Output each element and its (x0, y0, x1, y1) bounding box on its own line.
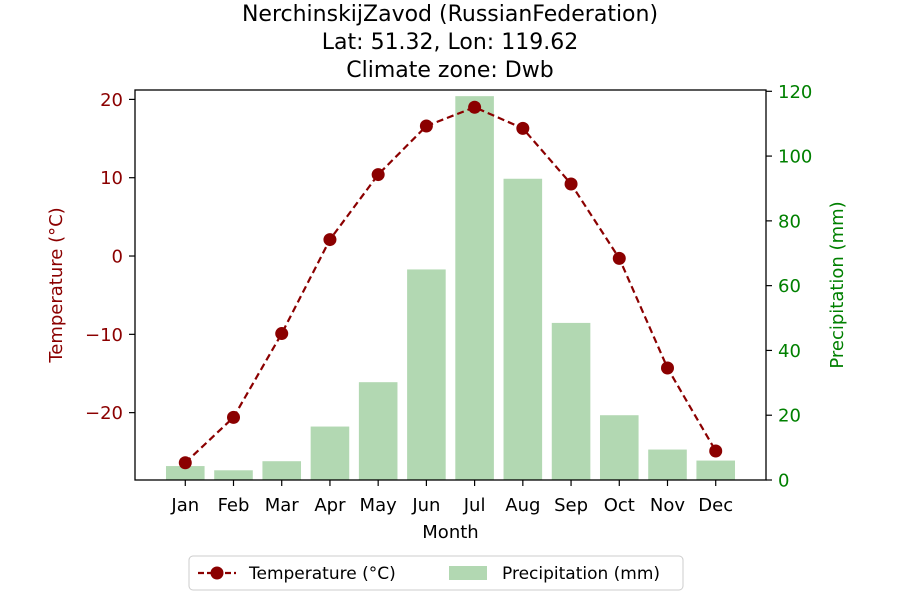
x-tick-label-nov: Nov (650, 495, 685, 516)
precipitation-tick-label: 20 (778, 406, 801, 427)
temperature-point-may (371, 168, 385, 182)
temperature-point-jun (419, 119, 433, 133)
temperature-line (178, 100, 723, 470)
precipitation-tick-label: 120 (778, 82, 812, 103)
precipitation-tick-label: 0 (778, 471, 789, 492)
temperature-point-sep (564, 177, 578, 191)
precipitation-bar-apr (310, 426, 350, 480)
title-line-2: Lat: 51.32, Lon: 119.62 (322, 30, 578, 55)
x-tick-label-aug: Aug (505, 495, 540, 516)
precipitation-axis: 0 20 40 60 80 100 120 (766, 82, 812, 492)
precipitation-tick-label: 100 (778, 147, 812, 168)
temperature-point-jan (178, 456, 192, 470)
temperature-point-apr (323, 233, 337, 247)
temperature-point-feb (227, 410, 240, 424)
temperature-axis-label: Temperature (°C) (46, 207, 67, 363)
temperature-point-nov (661, 361, 674, 375)
plot-frame (134, 89, 767, 481)
precipitation-bar-jan (165, 466, 205, 480)
x-tick-label-sep: Sep (554, 495, 588, 516)
x-axis-label: Month (422, 522, 478, 543)
temperature-tick-label: 10 (100, 168, 123, 189)
x-tick-label-may: May (360, 495, 398, 516)
precipitation-bar-jul (455, 96, 494, 481)
precipitation-bar-feb (214, 470, 253, 480)
x-tick-label-jul: Jul (463, 495, 486, 516)
precipitation-tick-label: 80 (778, 211, 801, 232)
precipitation-tick-label: 40 (778, 341, 801, 362)
title-line-1: NerchinskijZavod (RussianFederation) (242, 2, 658, 27)
precipitation-axis-label: Precipitation (mm) (827, 201, 848, 368)
legend-precipitation-label: Precipitation (mm) (502, 564, 660, 584)
temperature-tick-label: 20 (100, 90, 123, 111)
x-tick-label-jun: Jun (411, 495, 440, 516)
temperature-tick-label: 0 (112, 247, 123, 268)
precipitation-tick-label: 60 (778, 276, 801, 297)
x-axis: Jan Feb Mar Apr May Jun Jul Aug Sep Oct Nov Dec (170, 480, 733, 516)
temperature-point-oct (612, 251, 626, 265)
legend-temperature-label: Temperature (°C) (248, 564, 396, 584)
x-tick-label-dec: Dec (698, 495, 733, 516)
temperature-point-jul (468, 100, 482, 114)
title-line-3: Climate zone: Dwb (346, 58, 553, 83)
temperature-point-mar (275, 327, 289, 341)
temperature-tick-label: −20 (85, 403, 123, 424)
temperature-axis: −20 −10 0 10 20 (85, 90, 135, 424)
precipitation-bar-oct (599, 415, 639, 480)
temperature-tick-label: −10 (85, 325, 123, 346)
x-tick-label-feb: Feb (218, 495, 250, 516)
precipitation-bar-jun (407, 269, 446, 480)
legend-temperature-marker (210, 566, 224, 580)
legend-precipitation-swatch (449, 566, 487, 580)
temperature-point-dec (709, 444, 723, 458)
precipitation-bar-aug (503, 178, 543, 480)
legend-box (188, 555, 684, 591)
temperature-series-line (184, 106, 717, 464)
precipitation-bar-dec (696, 460, 736, 480)
x-tick-label-oct: Oct (604, 495, 635, 516)
precipitation-bar-mar (262, 461, 302, 480)
legend: Temperature (°C) Precipitation (mm) (188, 555, 684, 591)
precipitation-bar-nov (648, 449, 687, 480)
x-tick-label-mar: Mar (265, 495, 300, 516)
precipitation-bars (165, 96, 736, 481)
x-tick-label-jan: Jan (170, 495, 199, 516)
temperature-point-aug (516, 121, 530, 135)
x-tick-label-apr: Apr (314, 495, 346, 516)
precipitation-bar-sep (551, 322, 591, 480)
precipitation-bar-may (358, 382, 398, 480)
chart-title: NerchinskijZavod (RussianFederation) Lat… (242, 2, 658, 83)
